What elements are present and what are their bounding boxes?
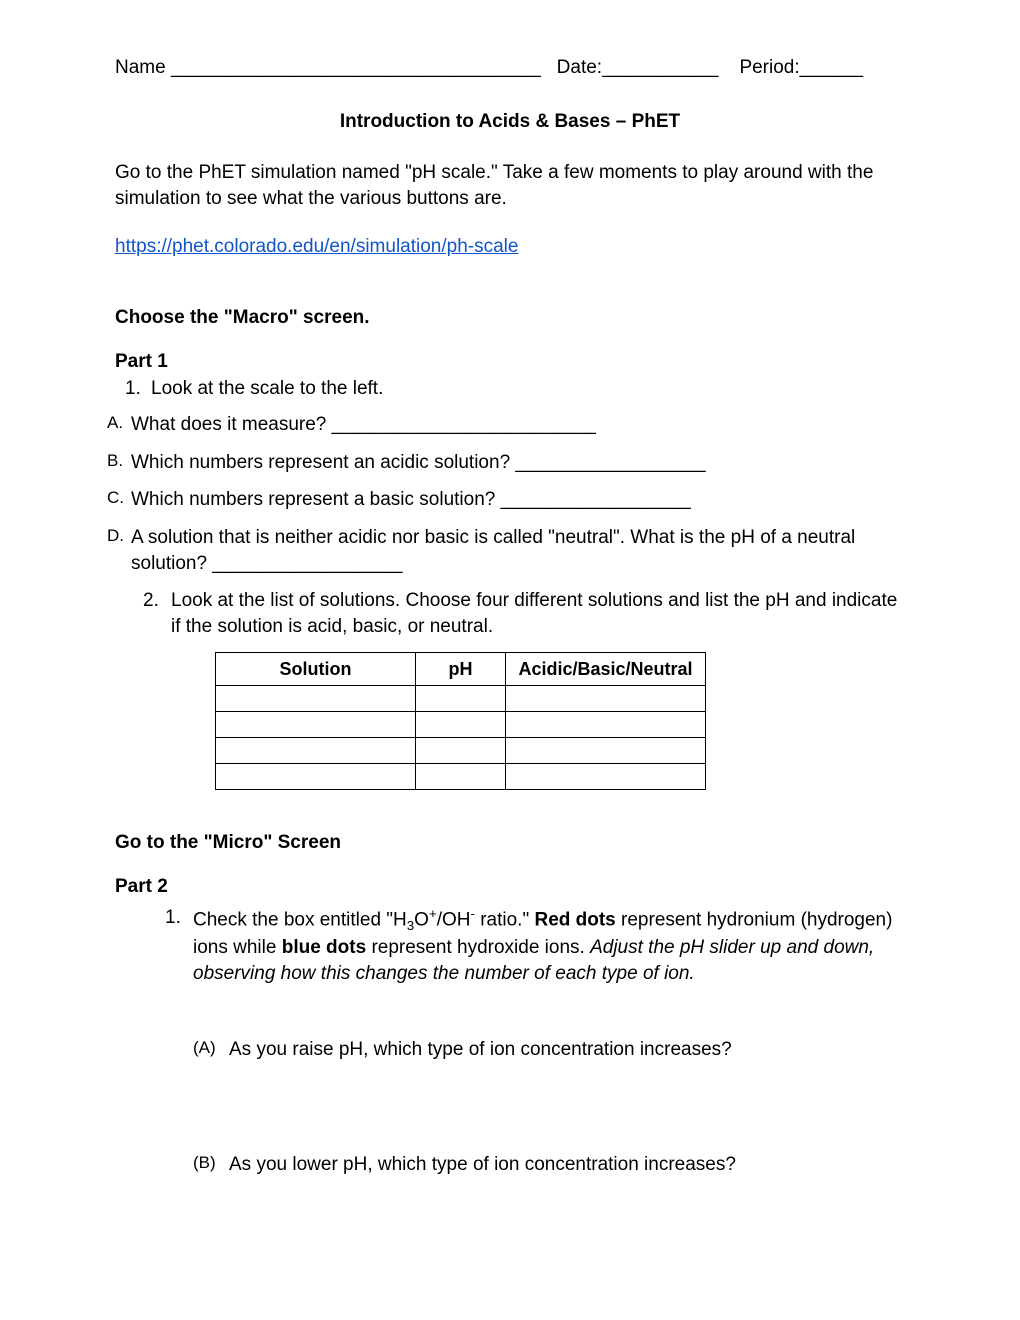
marker-p2-A: (A) — [193, 1037, 229, 1063]
p2-qB-text: As you lower pH, which type of ion conce… — [229, 1152, 905, 1178]
p2-qA-text: As you raise pH, which type of ion conce… — [229, 1037, 905, 1063]
name-field: Name ___________________________________ — [115, 57, 541, 78]
marker-B: B. — [107, 450, 131, 476]
q1-text: Look at the scale to the left. — [151, 376, 383, 402]
table-row — [216, 737, 706, 763]
table-row — [216, 763, 706, 789]
th-ph: pH — [416, 652, 506, 685]
table-header-row: Solution pH Acidic/Basic/Neutral — [216, 652, 706, 685]
th-abn: Acidic/Basic/Neutral — [506, 652, 706, 685]
period-field: Period:______ — [739, 57, 863, 78]
part1-qB: B. Which numbers represent an acidic sol… — [107, 450, 905, 476]
worksheet-page: Name ___________________________________… — [0, 0, 1020, 1320]
date-field: Date:___________ — [557, 57, 719, 78]
th-solution: Solution — [216, 652, 416, 685]
part1-label: Part 1 — [115, 349, 905, 375]
qC-text: Which numbers represent a basic solution… — [131, 487, 905, 513]
part1-q2: 2. Look at the list of solutions. Choose… — [143, 588, 905, 639]
marker-C: C. — [107, 487, 131, 513]
marker-2: 2. — [143, 588, 171, 639]
p2-q1-text: Check the box entitled "H3O+/OH- ratio."… — [193, 905, 905, 986]
table-row — [216, 711, 706, 737]
part2-label: Part 2 — [115, 874, 905, 900]
page-title: Introduction to Acids & Bases – PhET — [115, 109, 905, 135]
part2-q1: 1. Check the box entitled "H3O+/OH- rati… — [165, 905, 905, 986]
micro-heading: Go to the "Micro" Screen — [115, 830, 905, 856]
solution-table: Solution pH Acidic/Basic/Neutral — [215, 652, 706, 790]
simulation-link[interactable]: https://phet.colorado.edu/en/simulation/… — [115, 234, 518, 260]
header-line: Name ___________________________________… — [115, 55, 905, 81]
qB-text: Which numbers represent an acidic soluti… — [131, 450, 905, 476]
part1-q1: 1. Look at the scale to the left. — [115, 376, 905, 402]
part2-qB: (B) As you lower pH, which type of ion c… — [193, 1152, 905, 1178]
marker-A: A. — [107, 412, 131, 438]
q2-text: Look at the list of solutions. Choose fo… — [171, 588, 905, 639]
marker-1: 1. — [115, 376, 151, 402]
part1-qA: A. What does it measure? _______________… — [107, 412, 905, 438]
part1-qC: C. Which numbers represent a basic solut… — [107, 487, 905, 513]
macro-heading: Choose the "Macro" screen. — [115, 305, 905, 331]
marker-D: D. — [107, 525, 131, 576]
part1-qD: D. A solution that is neither acidic nor… — [107, 525, 905, 576]
marker-p2-B: (B) — [193, 1152, 229, 1178]
qD-text: A solution that is neither acidic nor ba… — [131, 525, 905, 576]
marker-p2-1: 1. — [165, 905, 193, 986]
qA-text: What does it measure? __________________… — [131, 412, 905, 438]
table-row — [216, 685, 706, 711]
intro-text: Go to the PhET simulation named "pH scal… — [115, 160, 905, 211]
part2-qA: (A) As you raise pH, which type of ion c… — [193, 1037, 905, 1063]
